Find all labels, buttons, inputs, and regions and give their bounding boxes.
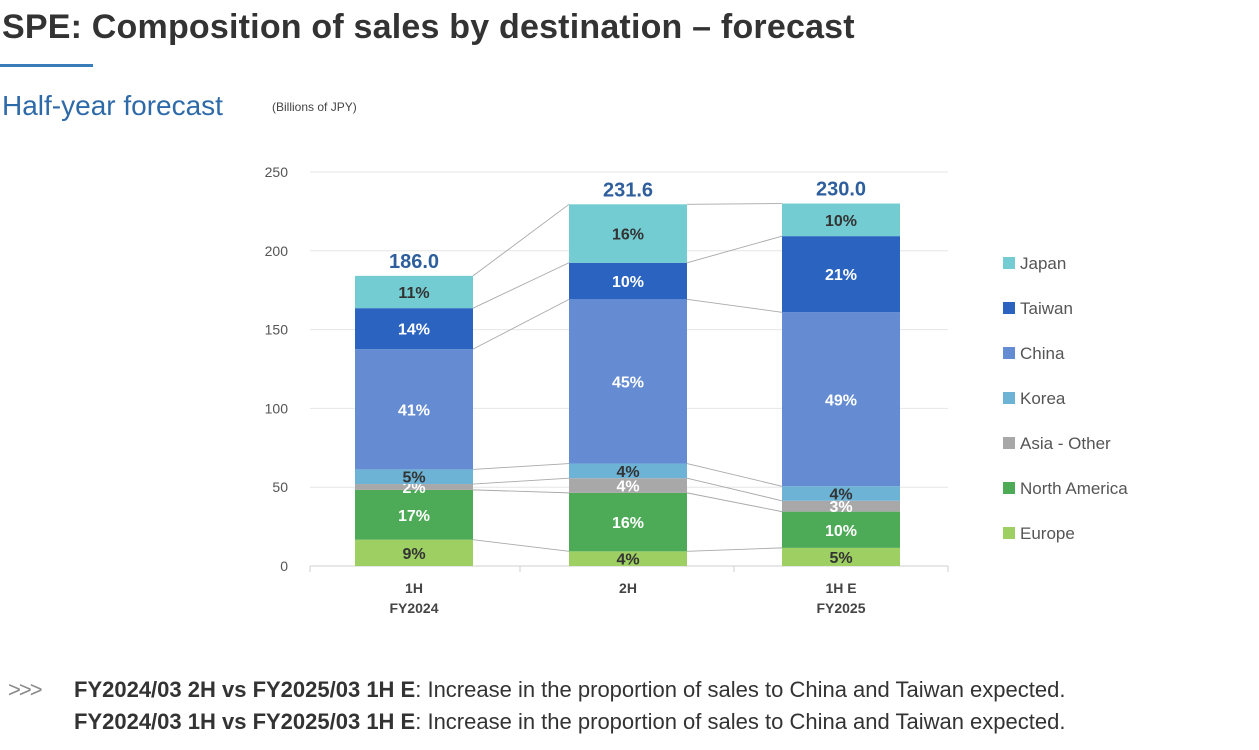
segment-label: 41% xyxy=(398,402,430,419)
y-tick-label: 0 xyxy=(280,558,288,574)
bar-segment xyxy=(782,547,900,566)
bar-segment xyxy=(569,492,687,552)
segment-label: 45% xyxy=(612,374,644,391)
segment-label: 4% xyxy=(616,552,639,569)
y-tick-label: 250 xyxy=(265,164,289,180)
note-2-text: : Increase in the proportion of sales to… xyxy=(415,709,1066,734)
segment-label: 10% xyxy=(612,274,644,291)
connector-line xyxy=(472,298,570,350)
bar-segment xyxy=(569,478,687,493)
connector-line xyxy=(686,235,783,264)
segment-label: 17% xyxy=(398,508,430,525)
legend-swatch xyxy=(1003,527,1015,539)
segment-label: 4% xyxy=(616,479,639,496)
connector-line xyxy=(686,492,783,513)
bar-segment xyxy=(355,349,473,470)
segment-label: 5% xyxy=(829,550,852,567)
bar-segment xyxy=(355,484,473,490)
note-1-text: : Increase in the proportion of sales to… xyxy=(415,677,1066,702)
bar-segment xyxy=(569,463,687,479)
bar-segment xyxy=(782,203,900,237)
category-label-line2: FY2024 xyxy=(389,600,438,616)
connector-line xyxy=(686,477,783,502)
segment-label: 16% xyxy=(612,515,644,532)
page-title: SPE: Composition of sales by destination… xyxy=(2,8,855,46)
bar-segment xyxy=(355,275,473,309)
title-underline xyxy=(0,64,93,67)
connector-line xyxy=(686,547,783,552)
legend-label: China xyxy=(1020,344,1065,363)
stacked-bar-chart: 0501001502002509%17%2%5%41%14%11%186.01H… xyxy=(265,164,1129,616)
connector-line xyxy=(472,489,570,494)
segment-label: 21% xyxy=(825,267,857,284)
bar-segment xyxy=(355,308,473,350)
y-tick-label: 100 xyxy=(265,400,289,416)
y-tick-label: 200 xyxy=(265,243,289,259)
bar-segment xyxy=(569,204,687,263)
total-label: 230.0 xyxy=(816,179,866,201)
note-line-2: FY2024/03 1H vs FY2025/03 1H E: Increase… xyxy=(8,709,1065,735)
y-tick-label: 50 xyxy=(272,479,288,495)
total-label: 231.6 xyxy=(603,179,653,201)
segment-label: 49% xyxy=(825,392,857,409)
legend-swatch xyxy=(1003,347,1015,359)
segment-label: 5% xyxy=(402,470,425,487)
legend-label: Korea xyxy=(1020,389,1066,408)
connector-line xyxy=(472,539,570,552)
legend-swatch xyxy=(1003,437,1015,449)
legend-swatch xyxy=(1003,482,1015,494)
note-2-bold: FY2024/03 1H vs FY2025/03 1H E xyxy=(74,709,416,734)
bar-segment xyxy=(569,551,687,566)
category-label: 1H E xyxy=(825,580,856,596)
y-tick-label: 150 xyxy=(265,322,289,338)
note-line-1: >>> FY2024/03 2H vs FY2025/03 1H E: Incre… xyxy=(8,677,1065,703)
bar-segment xyxy=(782,312,900,487)
unit-label: (Billions of JPY) xyxy=(272,100,357,114)
segment-label: 4% xyxy=(616,464,639,481)
connector-line xyxy=(686,463,783,487)
connector-line xyxy=(472,262,570,309)
segment-label: 11% xyxy=(398,285,429,302)
legend-label: Asia - Other xyxy=(1020,434,1111,453)
total-label: 186.0 xyxy=(389,251,439,273)
category-label: 1H xyxy=(405,580,423,596)
connector-line xyxy=(472,477,570,485)
legend-swatch xyxy=(1003,257,1015,269)
segment-label: 9% xyxy=(402,546,425,563)
note-1-bold: FY2024/03 2H vs FY2025/03 1H E xyxy=(74,677,416,702)
category-label-line2: FY2025 xyxy=(816,600,865,616)
segment-label: 14% xyxy=(398,322,430,339)
bar-segment xyxy=(355,469,473,485)
bar-segment xyxy=(355,539,473,566)
section-title: Half-year forecast xyxy=(2,90,223,121)
bar-segment xyxy=(782,511,900,548)
bar-segment xyxy=(355,489,473,540)
category-label: 2H xyxy=(619,580,637,596)
segment-label: 3% xyxy=(829,499,852,516)
segment-label: 2% xyxy=(402,480,425,497)
segment-label: 10% xyxy=(825,523,857,540)
legend-swatch xyxy=(1003,302,1015,314)
segment-label: 4% xyxy=(829,487,852,504)
bar-segment xyxy=(782,236,900,313)
legend-label: Japan xyxy=(1020,254,1066,273)
bar-segment xyxy=(569,262,687,300)
connector-line xyxy=(686,298,783,313)
connector-line xyxy=(686,203,783,205)
bar-segment xyxy=(782,500,900,512)
bar-segment xyxy=(782,486,900,501)
connector-line xyxy=(472,463,570,470)
segment-label: 16% xyxy=(612,227,644,244)
legend-swatch xyxy=(1003,392,1015,404)
segment-label: 10% xyxy=(825,213,857,230)
bar-segment xyxy=(569,299,687,464)
triple-chevron-icon: >>> xyxy=(8,677,43,702)
legend-label: Taiwan xyxy=(1020,299,1073,318)
legend-label: Europe xyxy=(1020,524,1075,543)
legend-label: North America xyxy=(1020,479,1128,498)
connector-line xyxy=(472,203,570,277)
